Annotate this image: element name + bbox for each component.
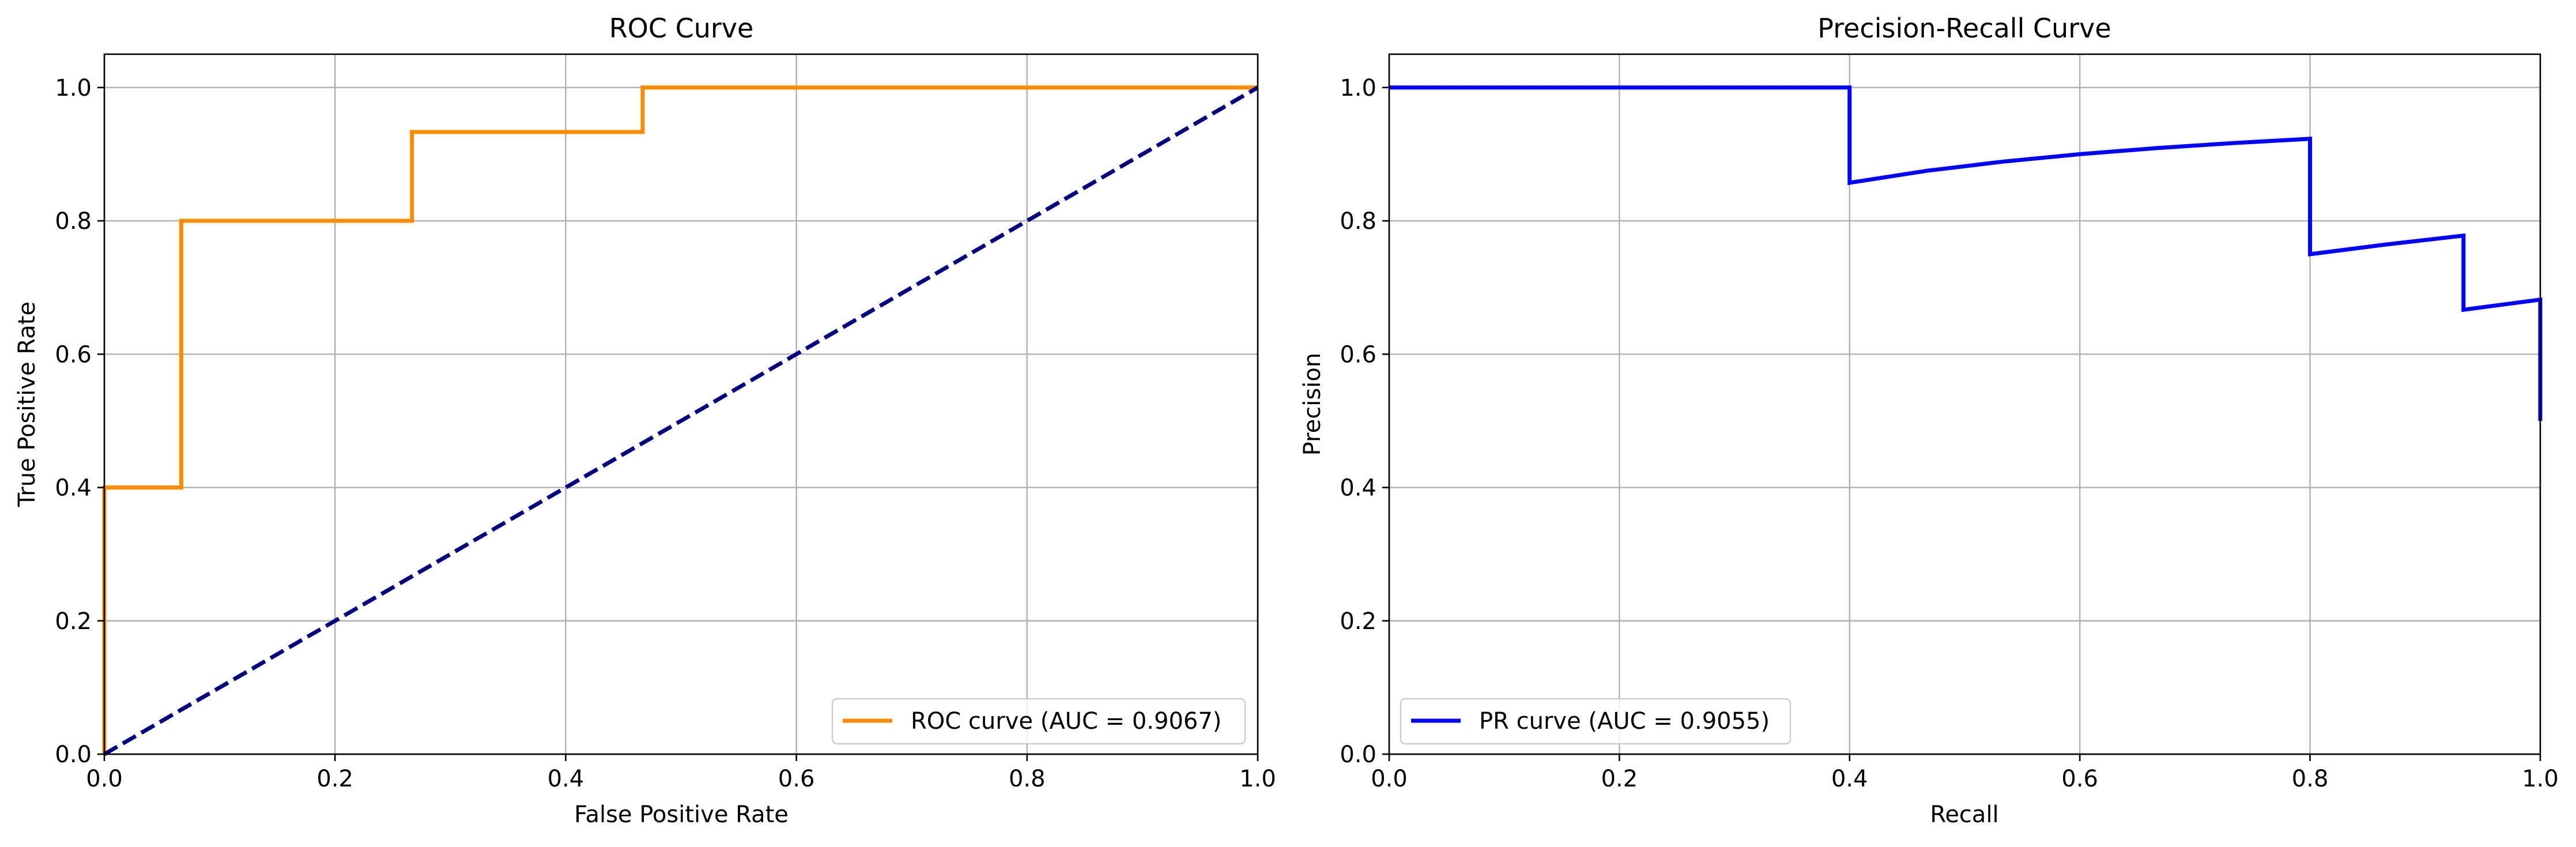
roc-x-tick-label: 0.2 — [316, 766, 353, 792]
pr-y-tick-label: 0.6 — [1340, 341, 1376, 368]
roc-x-tick-label: 0.8 — [1009, 766, 1046, 792]
pr-x-ticks: 0.0 0.2 0.4 0.6 0.8 1.0 — [1371, 754, 2559, 792]
roc-grid — [103, 54, 1259, 755]
pr-x-tick-label: 0.8 — [2292, 766, 2329, 792]
pr-y-tick-label: 0.8 — [1340, 208, 1376, 235]
roc-series — [102, 85, 1259, 756]
pr-x-tick-label: 0.4 — [1831, 766, 1868, 792]
pr-grid — [1388, 54, 2541, 755]
pr-plot-frame — [1388, 53, 2541, 755]
roc-x-tick-label: 1.0 — [1239, 766, 1276, 792]
pr-chart-title: Precision-Recall Curve — [1817, 13, 2111, 44]
pr-legend-label: PR curve (AUC = 0.9055) — [1479, 708, 1770, 735]
roc-legend-box — [831, 698, 1246, 745]
roc-series-line-reference — [103, 85, 1259, 756]
roc-y-tick-label: 0.6 — [55, 341, 92, 368]
pr-x-axis-label: Recall — [1930, 801, 1998, 828]
pr-y-ticks: 0.0 0.2 0.4 0.6 0.8 1.0 — [1340, 75, 1389, 768]
pr-x-tick-label: 0.0 — [1371, 766, 1408, 792]
roc-y-tick-label: 0.2 — [55, 608, 92, 635]
pr-chart: Precision-Recall Curve 0.0 0.2 0.4 0.6 0.8 1.… — [1299, 13, 2559, 828]
roc-legend-label: ROC curve (AUC = 0.9067) — [911, 708, 1221, 735]
roc-x-axis-label: False Positive Rate — [574, 801, 789, 828]
roc-chart-title: ROC Curve — [609, 13, 754, 44]
pr-series — [1389, 85, 2543, 421]
roc-x-tick-label: 0.6 — [778, 766, 815, 792]
pr-y-tick-label: 0.2 — [1340, 608, 1376, 635]
roc-y-ticks: 0.0 0.2 0.4 0.6 0.8 1.0 — [55, 75, 104, 768]
pr-series-line — [1389, 85, 2543, 421]
pr-y-tick-label: 1.0 — [1340, 75, 1376, 101]
pr-legend: PR curve (AUC = 0.9055) — [1400, 698, 1791, 745]
roc-y-tick-label: 1.0 — [55, 75, 92, 101]
roc-y-tick-label: 0.0 — [55, 741, 92, 768]
pr-x-tick-label: 1.0 — [2522, 766, 2559, 792]
pr-y-tick-label: 0.0 — [1340, 741, 1376, 768]
roc-y-tick-label: 0.4 — [55, 475, 92, 502]
roc-y-tick-label: 0.8 — [55, 208, 92, 235]
roc-x-ticks: 0.0 0.2 0.4 0.6 0.8 1.0 — [86, 754, 1276, 792]
roc-x-tick-label: 0.0 — [86, 766, 123, 792]
pr-y-tick-label: 0.4 — [1340, 475, 1376, 502]
roc-plot-frame — [103, 53, 1259, 755]
roc-legend: ROC curve (AUC = 0.9067) — [831, 698, 1246, 745]
roc-y-axis-label: True Positive Rate — [14, 302, 40, 507]
roc-chart: ROC Curve 0.0 0.2 0.4 0.6 0.8 1.0 0.00.20.40.… — [14, 13, 1276, 828]
pr-y-axis-label: Precision — [1299, 353, 1326, 456]
pr-x-tick-label: 0.2 — [1601, 766, 1638, 792]
pr-legend-box — [1400, 698, 1791, 745]
pr-x-tick-label: 0.6 — [2061, 766, 2098, 792]
roc-x-tick-label: 0.4 — [548, 766, 584, 792]
